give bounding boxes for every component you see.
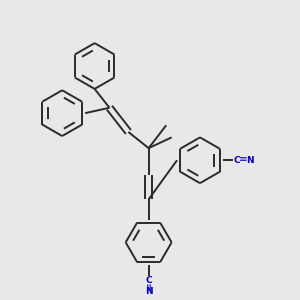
- Text: N: N: [145, 287, 152, 296]
- Text: ≡: ≡: [144, 281, 154, 290]
- Text: N: N: [246, 156, 253, 165]
- Text: C: C: [234, 156, 240, 165]
- Text: C: C: [145, 276, 152, 285]
- Text: ≡: ≡: [239, 154, 248, 164]
